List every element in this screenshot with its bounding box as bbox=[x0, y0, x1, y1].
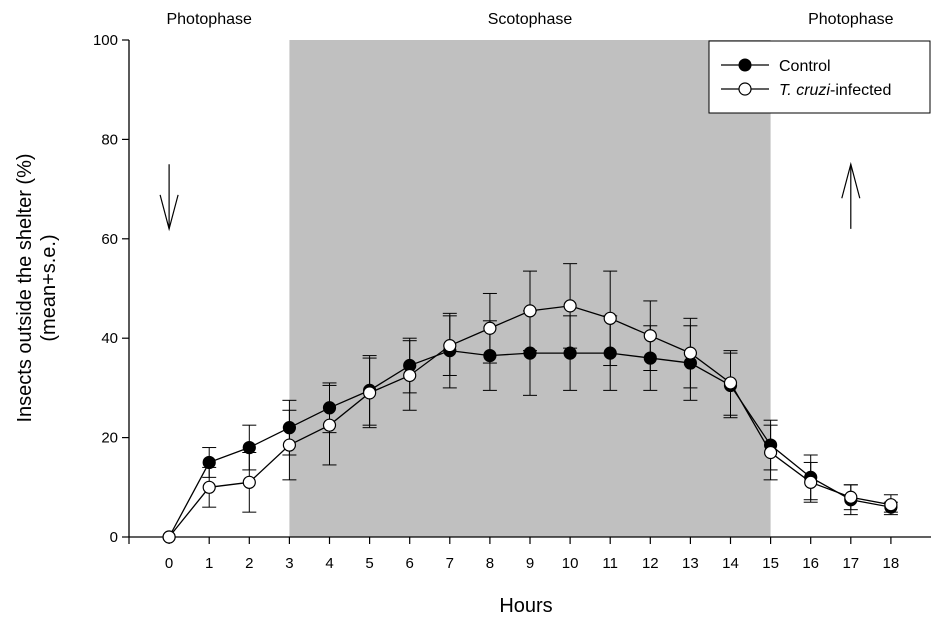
point-s1-18 bbox=[884, 498, 898, 512]
point-s0-10 bbox=[563, 346, 577, 360]
point-s1-9 bbox=[523, 304, 537, 318]
x-tick-label-10: 10 bbox=[562, 555, 579, 572]
x-tick-label-3: 3 bbox=[285, 555, 293, 572]
point-s1-11 bbox=[603, 311, 617, 325]
point-s1-14 bbox=[723, 376, 738, 390]
arrow-head-0 bbox=[159, 194, 179, 232]
point-s1-16 bbox=[804, 475, 818, 489]
x-tick-label-9: 9 bbox=[526, 555, 534, 572]
phase-label-2: Photophase bbox=[808, 11, 894, 28]
point-s1-8 bbox=[483, 321, 497, 335]
y-tick-label-60: 60 bbox=[101, 231, 118, 248]
legend-marker-infected bbox=[738, 82, 752, 96]
point-s1-7 bbox=[443, 339, 457, 353]
x-tick-label-11: 11 bbox=[602, 555, 618, 572]
x-tick-label-5: 5 bbox=[365, 555, 373, 572]
point-s0-12 bbox=[643, 351, 657, 365]
x-tick-label-13: 13 bbox=[682, 555, 699, 572]
y-axis-title-line2: (mean+s.e.) bbox=[38, 234, 60, 341]
point-s0-3 bbox=[282, 421, 296, 435]
y-tick-label-0: 0 bbox=[110, 529, 118, 546]
legend-marker-control bbox=[738, 58, 752, 72]
point-s1-5 bbox=[363, 386, 377, 400]
point-s1-12 bbox=[643, 329, 657, 343]
point-s0-9 bbox=[523, 346, 537, 360]
point-s0-2 bbox=[242, 440, 256, 455]
series-layer bbox=[162, 263, 898, 544]
point-s1-4 bbox=[322, 418, 337, 432]
phase-label-1: Scotophase bbox=[488, 11, 573, 28]
legend: Control T. cruzi-infected bbox=[708, 40, 931, 114]
y-tick-label-20: 20 bbox=[101, 430, 118, 447]
x-tick-label-0: 0 bbox=[165, 555, 173, 572]
phase-label-0: Photophase bbox=[166, 11, 252, 28]
annotation-layer bbox=[159, 161, 861, 232]
x-tick-label-17: 17 bbox=[842, 555, 859, 572]
legend-label-infected-suffix: -infected bbox=[830, 82, 891, 99]
x-tick-label-15: 15 bbox=[762, 555, 779, 572]
x-tick-label-16: 16 bbox=[802, 555, 819, 572]
point-s0-1 bbox=[202, 455, 216, 470]
point-s0-11 bbox=[603, 346, 617, 360]
y-axis-title-line1: Insects outside the shelter (%) bbox=[14, 153, 36, 422]
legend-label-infected-italic: T. cruzi bbox=[779, 82, 830, 99]
x-tick-label-18: 18 bbox=[883, 555, 900, 572]
legend-box bbox=[708, 40, 931, 114]
legend-label-control: Control bbox=[779, 58, 831, 75]
x-tick-label-7: 7 bbox=[446, 555, 454, 572]
point-s1-3 bbox=[282, 438, 296, 452]
x-tick-label-1: 1 bbox=[205, 555, 213, 572]
y-tick-label-80: 80 bbox=[101, 131, 118, 148]
x-tick-label-8: 8 bbox=[486, 555, 494, 572]
point-s0-8 bbox=[483, 348, 497, 363]
x-tick-label-2: 2 bbox=[245, 555, 253, 572]
point-s1-17 bbox=[844, 490, 858, 504]
arrow-head-1 bbox=[841, 161, 861, 199]
point-s1-13 bbox=[683, 346, 698, 360]
point-s1-15 bbox=[763, 445, 778, 460]
point-s1-0 bbox=[162, 530, 176, 544]
y-tick-label-100: 100 bbox=[93, 32, 118, 49]
x-tick-label-12: 12 bbox=[642, 555, 659, 572]
x-axis-title: Hours bbox=[499, 595, 552, 617]
point-s1-2 bbox=[242, 475, 256, 489]
x-tick-label-4: 4 bbox=[325, 555, 333, 572]
point-s1-1 bbox=[202, 480, 216, 494]
x-tick-label-6: 6 bbox=[406, 555, 414, 572]
y-tick-label-40: 40 bbox=[101, 330, 118, 347]
point-s0-4 bbox=[322, 401, 337, 415]
legend-label-infected: T. cruzi-infected bbox=[779, 82, 891, 99]
point-s1-10 bbox=[563, 299, 577, 313]
x-tick-label-14: 14 bbox=[722, 555, 739, 572]
point-s1-6 bbox=[403, 368, 417, 383]
